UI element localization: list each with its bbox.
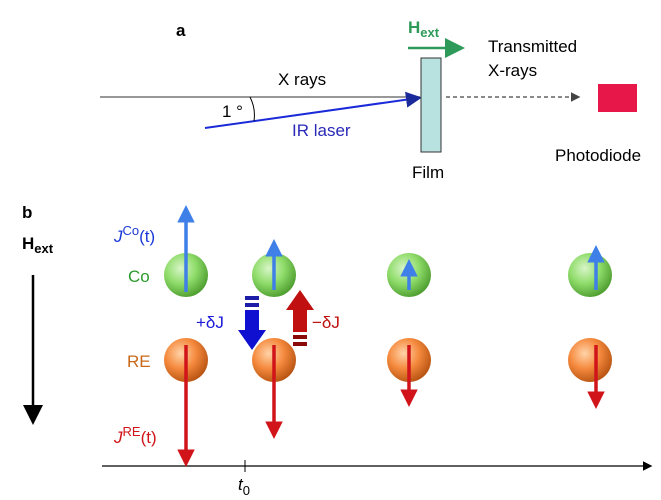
photodiode xyxy=(598,84,637,112)
film xyxy=(420,57,442,153)
photodiode-label: Photodiode xyxy=(555,146,641,165)
film-label: Film xyxy=(412,163,444,182)
co-sphere xyxy=(568,253,612,297)
jco-sup: Co xyxy=(123,223,140,238)
stripe xyxy=(245,303,259,307)
laser-label: IR laser xyxy=(292,121,351,140)
arrow xyxy=(286,290,314,332)
re-spheres xyxy=(164,338,612,382)
stripe xyxy=(293,335,307,339)
laser-beam xyxy=(204,91,422,129)
t0-main: t xyxy=(238,475,244,494)
transmitted-label: X-rays xyxy=(488,61,537,80)
field-main: H xyxy=(22,234,34,253)
jco-main: J xyxy=(113,227,123,246)
transmitted-label: Transmitted xyxy=(488,37,577,56)
stripe xyxy=(245,296,259,300)
arrow xyxy=(238,310,266,350)
re-sphere xyxy=(568,338,612,382)
jre-sup: RE xyxy=(123,424,141,439)
co-label: Co xyxy=(128,267,150,286)
re-label: RE xyxy=(127,352,151,371)
jre-label: JRE(t) xyxy=(113,424,157,447)
minus-dj-label: −δJ xyxy=(312,313,340,332)
co-spheres xyxy=(164,253,612,297)
field-sub: ext xyxy=(420,25,439,40)
jco-tail: (t) xyxy=(139,227,155,246)
jre-tail: (t) xyxy=(141,428,157,447)
field-label: Hext xyxy=(22,234,54,256)
field-label: Hext xyxy=(408,18,440,40)
jre-main: J xyxy=(113,428,123,447)
t0-label: t0 xyxy=(238,475,250,498)
panel-label: b xyxy=(22,203,32,222)
panel-label: a xyxy=(176,21,186,40)
re-moments xyxy=(177,345,605,467)
t0-sub: 0 xyxy=(243,483,250,498)
xray-label: X rays xyxy=(278,70,326,89)
jco-label: JCo(t) xyxy=(113,223,155,246)
angle-label: 1 ° xyxy=(222,102,243,121)
field-sub: ext xyxy=(34,241,53,256)
stripe xyxy=(293,342,307,346)
plus-dj-label: +δJ xyxy=(196,313,224,332)
transfer-down xyxy=(238,296,266,350)
co-moments xyxy=(177,205,605,292)
transfer-up xyxy=(286,290,314,346)
field-main: H xyxy=(408,18,420,37)
angle-arc xyxy=(249,96,255,122)
